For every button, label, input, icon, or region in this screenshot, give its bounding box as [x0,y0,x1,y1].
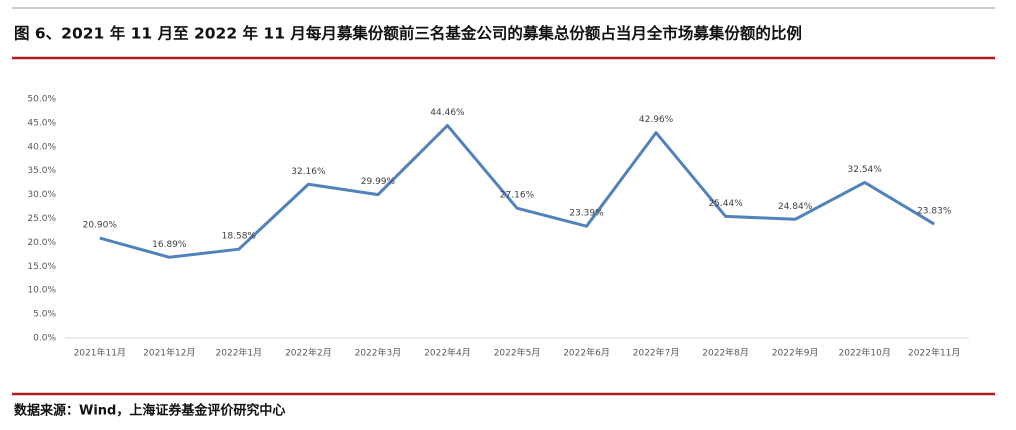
x-tick-label: 2021年12月 [143,347,195,359]
data-label: 32.16% [291,167,326,177]
data-label: 27.16% [500,191,535,201]
y-tick-label: 25.0% [27,214,56,224]
data-label: 29.99% [361,177,396,187]
data-label: 23.83% [917,207,952,217]
x-tick-label: 2022年10月 [839,347,891,359]
y-tick-label: 30.0% [27,190,56,200]
y-tick-label: 35.0% [27,166,56,176]
x-tick-label: 2022年11月 [908,347,960,359]
y-tick-label: 45.0% [27,118,56,128]
y-tick-label: 0.0% [33,334,56,344]
x-tick-label: 2022年7月 [633,347,680,359]
data-label: 16.89% [152,240,187,250]
x-tick-label: 2022年5月 [494,347,541,359]
series-line [99,123,936,259]
y-tick-label: 10.0% [27,286,56,296]
x-tick-label: 2022年2月 [285,347,332,359]
data-label: 24.84% [778,202,813,212]
data-label: 18.58% [222,232,257,242]
y-tick-label: 50.0% [27,95,56,105]
y-tick-label: 40.0% [27,142,56,152]
data-label: 32.54% [848,165,883,175]
data-label: 23.39% [569,209,604,219]
data-label: 25.44% [708,199,743,209]
data-label: 20.90% [83,221,118,231]
y-tick-label: 20.0% [27,238,56,248]
chart-title: 图 6、2021 年 11 月至 2022 年 11 月每月募集份额前三名基金公… [14,24,802,43]
x-tick-label: 2021年11月 [74,347,126,359]
x-tick-label: 2022年8月 [702,347,749,359]
data-label: 44.46% [430,108,465,118]
source: 数据来源：Wind，上海证券基金评价研究中心 [14,403,285,419]
x-tick-label: 2022年9月 [772,347,819,359]
data-label: 42.96% [639,115,674,125]
x-tick-label: 2022年1月 [216,347,263,359]
x-tick-label: 2022年3月 [355,347,402,359]
x-tick-label: 2022年6月 [563,347,610,359]
y-tick-label: 15.0% [27,262,56,272]
y-tick-label: 5.0% [33,310,56,320]
x-tick-label: 2022年4月 [424,347,471,359]
